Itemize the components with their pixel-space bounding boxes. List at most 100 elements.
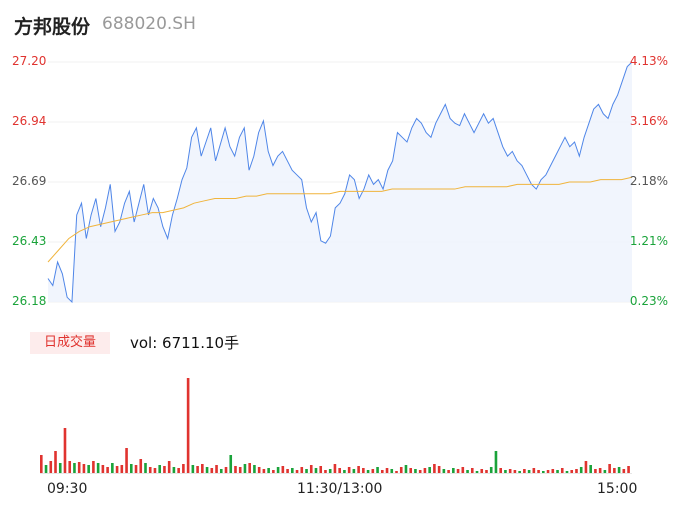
volume-bar: [622, 469, 626, 473]
volume-bar: [267, 468, 270, 473]
volume-bar: [106, 467, 109, 473]
volume-bar: [371, 469, 375, 473]
volume-bar: [399, 467, 403, 473]
volume-bar: [333, 464, 337, 473]
volume-bar: [380, 470, 384, 473]
volume-bar: [215, 465, 218, 473]
volume-bar: [594, 469, 597, 473]
volume-bar: [120, 465, 124, 473]
volume-bar: [309, 465, 313, 473]
volume-bar: [229, 455, 233, 473]
volume-bar: [489, 467, 493, 473]
volume-bar: [191, 465, 195, 473]
volume-bar: [347, 467, 351, 473]
volume-bar: [613, 468, 616, 473]
volume-bar: [494, 451, 498, 473]
volume-readout: vol: 6711.10手: [130, 334, 240, 352]
volume-bar: [125, 448, 128, 473]
volume-bar: [523, 469, 526, 473]
volume-bar: [352, 469, 356, 473]
volume-bar: [565, 471, 569, 473]
volume-bar: [177, 468, 180, 473]
volume-bar: [470, 468, 474, 473]
volume-bar: [542, 471, 545, 473]
volume-bar: [328, 469, 332, 473]
pct-tick: 1.21%: [629, 234, 668, 248]
volume-bar: [551, 469, 555, 473]
pct-tick: 4.13%: [629, 54, 668, 68]
volume-bar: [423, 468, 427, 473]
volume-bar: [182, 464, 185, 473]
volume-bar: [442, 469, 446, 473]
price-area: [48, 62, 632, 302]
price-tick: 26.18: [12, 294, 47, 308]
volume-bar: [537, 470, 540, 473]
volume-bar: [54, 451, 57, 473]
price-tick: 26.69: [12, 174, 47, 188]
price-tick: 27.20: [12, 54, 47, 68]
volume-bar: [68, 461, 72, 473]
volume-bar: [338, 468, 341, 473]
volume-bar: [295, 470, 299, 473]
volume-bar: [556, 470, 559, 473]
volume-bar: [579, 467, 583, 473]
volume-bar: [82, 464, 86, 473]
volume-bar: [44, 465, 48, 473]
volume-bar: [584, 461, 588, 473]
volume-bar: [428, 467, 431, 473]
stock-code: 688020.SH: [102, 14, 196, 34]
price-line: [47, 61, 633, 304]
volume-bar: [158, 465, 162, 473]
average-line: [47, 176, 633, 263]
volume-bar: [129, 464, 133, 473]
volume-bar: [589, 465, 592, 473]
time-tick: 09:30: [47, 481, 88, 497]
volume-bar: [362, 468, 365, 473]
volume-bar: [404, 465, 408, 473]
price-tick: 26.94: [12, 114, 47, 128]
volume-bar: [456, 469, 460, 473]
volume-bar: [40, 455, 43, 473]
volume-bar: [499, 468, 502, 473]
volume-bar: [314, 468, 318, 473]
volume-bar: [504, 470, 507, 473]
pct-tick: 2.18%: [629, 174, 668, 188]
volume-bar: [257, 467, 261, 473]
price-tick: 26.43: [12, 234, 47, 248]
volume-bar: [385, 468, 389, 473]
time-tick: 11:30/13:00: [297, 481, 383, 497]
volume-bar: [466, 470, 469, 473]
pct-tick: 3.16%: [629, 114, 668, 128]
volume-badge: 日成交量: [30, 332, 110, 354]
volume-bar: [508, 469, 512, 473]
volume-bar: [115, 466, 119, 473]
volume-bar: [409, 468, 413, 473]
volume-bar: [518, 471, 521, 473]
volume-bar: [196, 466, 199, 473]
volume-bar: [77, 462, 81, 473]
volume-bar: [532, 468, 536, 473]
volume-bar: [134, 465, 138, 473]
volume-bar: [281, 466, 285, 473]
volume-bar: [163, 466, 166, 473]
volume-bar: [546, 470, 550, 473]
volume-bar: [570, 470, 574, 473]
volume-bar: [101, 465, 105, 473]
volume-bar: [210, 468, 214, 473]
volume-bar: [357, 466, 360, 473]
volume-bar: [513, 470, 517, 473]
volume-bar: [437, 466, 441, 473]
volume-bar: [219, 469, 223, 473]
stock-name: 方邦股份: [14, 16, 91, 38]
volume-bar: [395, 471, 398, 473]
volume-bar: [452, 468, 455, 473]
volume-bar: [627, 466, 630, 473]
volume-bar: [139, 459, 143, 473]
volume-bar: [617, 467, 621, 473]
volume-bar: [253, 465, 256, 473]
volume-bar: [238, 467, 242, 473]
volume-bar: [475, 471, 479, 473]
volume-bar: [234, 466, 237, 473]
volume-bar: [272, 470, 275, 473]
